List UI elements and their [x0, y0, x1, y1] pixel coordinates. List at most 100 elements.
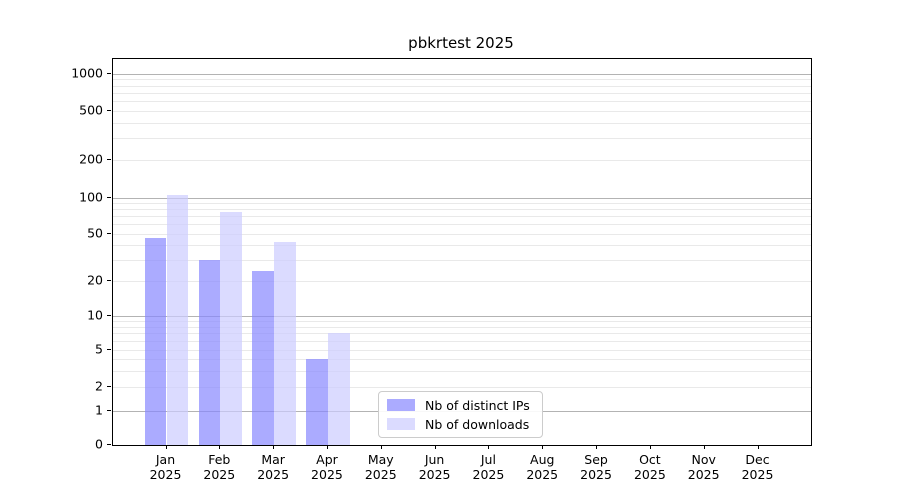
minor-gridline [113, 122, 811, 124]
y-tick-label: 1000 [71, 65, 103, 81]
y-tick-label: 1 [95, 402, 103, 417]
x-tick-mark [273, 445, 275, 449]
x-tick-label-jan: Jan 2025 [136, 452, 196, 482]
y-tick-label: 20 [87, 272, 103, 287]
x-tick-label-feb: Feb 2025 [189, 452, 249, 482]
x-tick-year: 2025 [580, 467, 612, 482]
x-tick-month: Sep [584, 452, 608, 467]
x-tick-year: 2025 [311, 467, 343, 482]
minor-gridline [113, 358, 811, 360]
minor-gridline [113, 209, 811, 211]
y-tick-mark [107, 348, 111, 350]
x-tick-year: 2025 [633, 467, 666, 482]
y-tick-mark [107, 409, 111, 411]
bar-distinct-ips-feb [198, 259, 221, 445]
y-tick-mark [107, 315, 111, 317]
x-tick-mark [434, 445, 436, 449]
y-tick-label: 10 [87, 307, 103, 323]
minor-gridline [113, 100, 811, 102]
minor-gridline [113, 138, 811, 140]
x-tick-month: Feb [208, 452, 231, 467]
y-tick-label: 100 [79, 189, 103, 204]
x-tick-year: 2025 [203, 467, 236, 482]
x-tick-year: 2025 [687, 467, 720, 482]
x-tick-label-oct: Oct 2025 [620, 452, 680, 482]
minor-gridline [113, 224, 811, 226]
x-tick-month: Jul [480, 452, 496, 467]
x-tick-month: Apr [316, 452, 338, 467]
y-tick-mark [107, 232, 111, 234]
x-tick-year: 2025 [472, 467, 505, 482]
minor-gridline [113, 79, 811, 81]
bar-distinct-ips-mar [252, 271, 275, 445]
y-tick-label: 5 [95, 341, 103, 356]
major-gridline [113, 73, 811, 75]
legend-row: Nb of downloads [387, 417, 534, 432]
minor-gridline [113, 245, 811, 247]
x-tick-label-dec: Dec 2025 [728, 452, 788, 482]
x-tick-month: Aug [530, 452, 555, 467]
x-tick-label-aug: Aug 2025 [512, 452, 572, 482]
y-tick-label: 2 [95, 378, 103, 394]
legend: Nb of distinct IPs Nb of downloads [378, 391, 543, 438]
x-tick-mark [326, 445, 328, 449]
x-tick-mark [380, 445, 382, 449]
x-tick-label-sep: Sep 2025 [566, 452, 626, 482]
x-tick-mark [165, 445, 167, 449]
x-tick-mark [542, 445, 544, 449]
x-tick-year: 2025 [149, 467, 182, 482]
y-tick-mark [107, 386, 111, 388]
minor-gridline [113, 349, 811, 351]
y-tick-label: 0 [95, 436, 103, 452]
y-tick-mark [107, 279, 111, 281]
minor-gridline [113, 280, 811, 282]
minor-gridline [113, 85, 811, 87]
minor-gridline [113, 160, 811, 161]
y-tick-mark [107, 196, 111, 198]
x-tick-year: 2025 [741, 467, 774, 482]
major-gridline [113, 316, 811, 318]
x-tick-label-jul: Jul 2025 [458, 452, 518, 482]
x-tick-mark [757, 445, 759, 449]
legend-label: Nb of downloads [425, 416, 530, 432]
y-tick-label: 200 [79, 151, 103, 167]
x-tick-mark [649, 445, 651, 449]
bar-downloads-apr [327, 333, 350, 445]
bar-distinct-ips-jan [144, 238, 167, 445]
minor-gridline [113, 233, 811, 235]
chart-title: pbkrtest 2025 [408, 34, 514, 52]
x-tick-year: 2025 [526, 467, 559, 482]
minor-gridline [113, 326, 811, 328]
x-tick-label-jun: Jun 2025 [405, 452, 465, 482]
bar-distinct-ips-apr [306, 358, 328, 445]
y-tick-label: 50 [87, 225, 103, 241]
minor-gridline [113, 387, 811, 389]
y-tick-mark [107, 444, 111, 445]
x-tick-year: 2025 [257, 467, 290, 482]
minor-gridline [113, 259, 811, 261]
x-tick-year: 2025 [418, 467, 451, 482]
x-tick-mark [703, 445, 705, 449]
x-tick-mark [596, 445, 598, 449]
bar-downloads-feb [220, 211, 242, 445]
y-tick-mark [107, 72, 111, 74]
minor-gridline [113, 92, 811, 94]
y-tick-mark [107, 109, 111, 111]
legend-row: Nb of distinct IPs [387, 398, 534, 413]
x-tick-label-apr: Apr 2025 [297, 452, 357, 482]
x-tick-mark [219, 445, 221, 449]
major-gridline [113, 197, 811, 199]
x-tick-month: Jun [424, 452, 445, 467]
legend-label: Nb of distinct IPs [425, 397, 530, 413]
x-tick-label-may: May 2025 [351, 452, 411, 482]
minor-gridline [113, 333, 811, 335]
x-tick-month: Nov [691, 452, 716, 467]
x-tick-month: May [367, 452, 394, 467]
x-tick-year: 2025 [364, 467, 397, 482]
minor-gridline [113, 321, 811, 323]
x-tick-month: Mar [261, 452, 285, 467]
x-tick-mark [488, 445, 490, 449]
x-tick-month: Oct [639, 452, 661, 467]
minor-gridline [113, 110, 811, 112]
